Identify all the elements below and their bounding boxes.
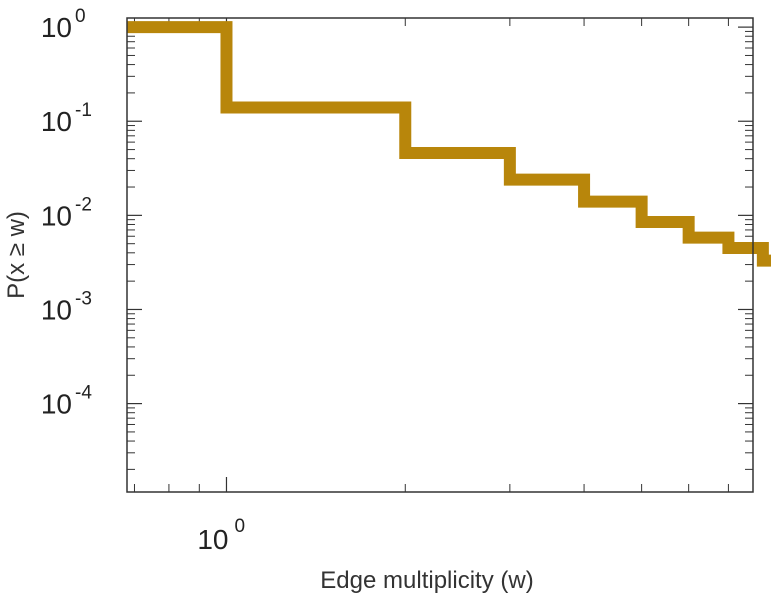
x-axis-title: Edge multiplicity (w) (320, 567, 533, 594)
y-tick-label: 10 (41, 106, 72, 137)
y-tick-label: 10 (41, 294, 72, 325)
x-tick-exponent: 0 (234, 516, 245, 537)
y-tick-exponent: -1 (75, 100, 92, 121)
x-tick-label: 10 (197, 524, 228, 555)
y-tick-label: 10 (41, 12, 72, 43)
x-tick-labels: 100101 (197, 516, 245, 555)
y-tick-exponent: -3 (75, 288, 92, 309)
y-tick-label: 10 (41, 200, 72, 231)
plot-frame (126, 17, 754, 493)
y-tick-label: 10 (41, 389, 72, 420)
y-tick-exponent: 0 (75, 6, 86, 27)
y-axis-title: P(x ≥ w) (3, 211, 30, 299)
series-line (127, 21, 771, 267)
y-tick-exponent: -4 (75, 383, 92, 404)
y-tick-exponent: -2 (75, 194, 92, 215)
